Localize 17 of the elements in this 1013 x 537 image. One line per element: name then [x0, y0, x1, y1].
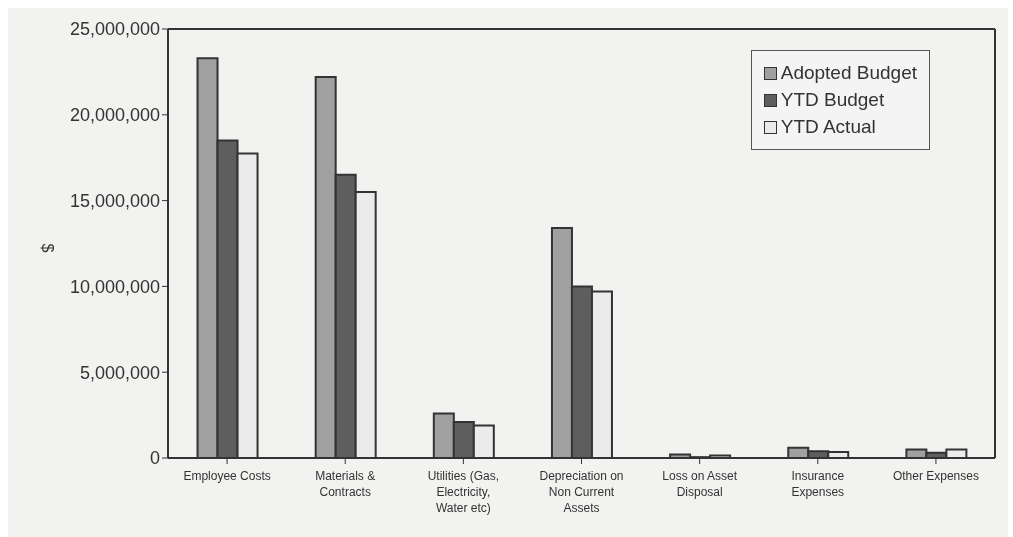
x-tick-label: Insurance Expenses [791, 469, 845, 499]
legend-label: YTD Budget [780, 89, 885, 111]
x-tick-label: Employee Costs [183, 469, 271, 483]
y-tick-label: 15,000,000 [69, 190, 160, 211]
y-tick-label: 25,000,000 [69, 19, 160, 40]
y-tick-label: 5,000,000 [79, 362, 160, 383]
x-tick-label: Other Expenses [892, 469, 979, 483]
y-tick-label: 10,000,000 [69, 276, 160, 297]
x-tick-label: Utilities (Gas, Electricity, Water etc) [427, 469, 500, 515]
legend-label: YTD Actual [780, 116, 876, 138]
x-tick-label: Materials & Contracts [315, 469, 376, 499]
y-tick-label: 0 [149, 448, 160, 469]
x-tick-label: Depreciation on Non Current Assets [539, 469, 624, 515]
y-axis-title: $ [39, 243, 57, 253]
x-tick-label: Loss on Asset Disposal [662, 469, 738, 499]
legend-label: Adopted Budget [780, 62, 917, 84]
y-tick-label: 20,000,000 [69, 105, 160, 126]
